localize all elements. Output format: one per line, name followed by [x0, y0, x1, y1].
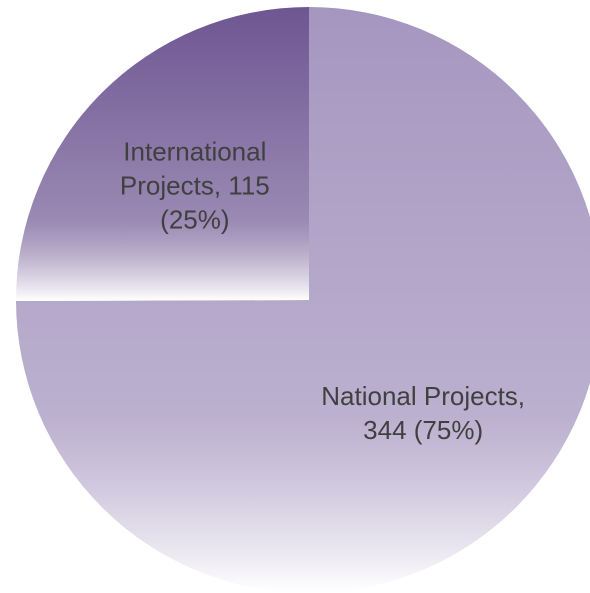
data-label: International Projects, 115 (25%)	[119, 136, 270, 235]
pie-slice	[16, 7, 590, 593]
data-label: National Projects, 344 (75%)	[321, 380, 526, 445]
pie-slice	[16, 7, 310, 302]
